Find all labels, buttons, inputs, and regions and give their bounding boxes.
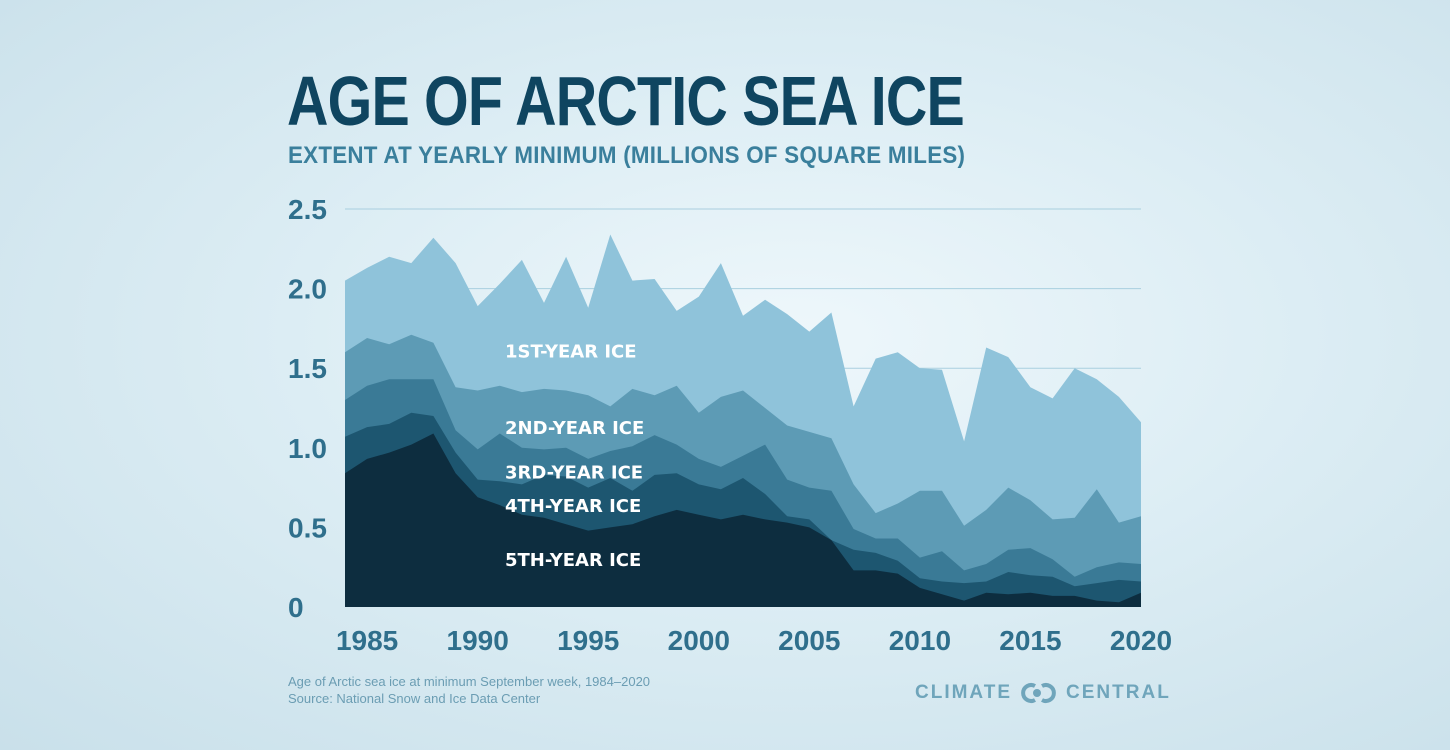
page-title: AGE OF ARCTIC SEA ICE xyxy=(287,62,965,140)
footnote-description: Age of Arctic sea ice at minimum Septemb… xyxy=(288,674,651,689)
area-5th-year-ice xyxy=(345,433,1141,607)
page-subtitle: EXTENT AT YEARLY MINIMUM (MILLIONS OF SQ… xyxy=(288,142,966,169)
y-tick-label: 1.0 xyxy=(288,433,327,464)
band-label: 1ST-YEAR ICE xyxy=(505,342,637,363)
x-tick-label: 2020 xyxy=(1110,625,1172,656)
y-tick-label: 0.5 xyxy=(288,512,327,543)
footnote-source: Source: National Snow and Ice Data Cente… xyxy=(288,691,541,706)
x-tick-label: 2000 xyxy=(668,625,730,656)
logo-text-right: CENTRAL xyxy=(1066,682,1171,703)
logo-text-left: CLIMATE xyxy=(915,682,1013,703)
climate-central-logo: CLIMATE CENTRAL xyxy=(915,682,1171,704)
band-label: 5TH-YEAR ICE xyxy=(505,550,641,571)
x-tick-label: 1990 xyxy=(447,625,509,656)
x-tick-label: 2005 xyxy=(778,625,840,656)
footnote: Age of Arctic sea ice at minimum Septemb… xyxy=(288,673,650,707)
band-label: 4TH-YEAR ICE xyxy=(505,496,641,517)
x-tick-label: 1995 xyxy=(557,625,619,656)
y-tick-label: 2.0 xyxy=(288,274,327,305)
band-label: 3RD-YEAR ICE xyxy=(505,463,643,484)
y-tick-label: 2.5 xyxy=(288,194,327,225)
x-tick-label: 2010 xyxy=(889,625,951,656)
y-tick-label: 0 xyxy=(288,592,304,623)
linked-circles-icon xyxy=(1021,683,1056,703)
x-tick-label: 1985 xyxy=(336,625,398,656)
band-label: 2ND-YEAR ICE xyxy=(505,418,644,439)
y-tick-label: 1.5 xyxy=(288,353,327,384)
x-axis-ticks: 1985 1990 1995 2000 2005 2010 2015 2020 xyxy=(336,625,1172,656)
x-tick-label: 2015 xyxy=(999,625,1061,656)
area-series xyxy=(345,234,1141,607)
band-labels: 1ST-YEAR ICE 2ND-YEAR ICE 3RD-YEAR ICE 4TH-… xyxy=(505,342,644,572)
y-axis-ticks: 0 0.5 1.0 1.5 2.0 2.5 xyxy=(288,194,327,623)
